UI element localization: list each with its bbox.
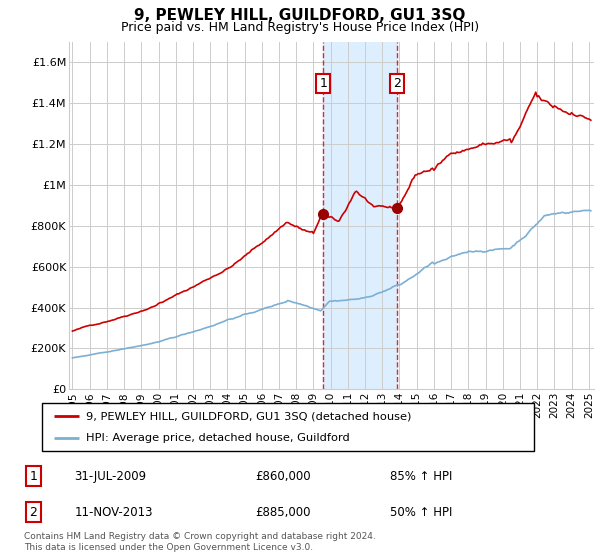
Text: HPI: Average price, detached house, Guildford: HPI: Average price, detached house, Guil… bbox=[86, 433, 350, 443]
Text: 2: 2 bbox=[394, 77, 401, 90]
Text: 31-JUL-2009: 31-JUL-2009 bbox=[74, 470, 146, 483]
Text: 1: 1 bbox=[29, 470, 37, 483]
Text: 9, PEWLEY HILL, GUILDFORD, GU1 3SQ: 9, PEWLEY HILL, GUILDFORD, GU1 3SQ bbox=[134, 8, 466, 24]
Text: 11-NOV-2013: 11-NOV-2013 bbox=[74, 506, 153, 519]
Text: Contains HM Land Registry data © Crown copyright and database right 2024.
This d: Contains HM Land Registry data © Crown c… bbox=[24, 532, 376, 552]
Text: 9, PEWLEY HILL, GUILDFORD, GU1 3SQ (detached house): 9, PEWLEY HILL, GUILDFORD, GU1 3SQ (deta… bbox=[86, 411, 412, 421]
Text: 50% ↑ HPI: 50% ↑ HPI bbox=[390, 506, 452, 519]
Bar bbox=[323, 42, 397, 389]
Text: 2: 2 bbox=[29, 506, 37, 519]
Text: £885,000: £885,000 bbox=[255, 506, 310, 519]
Text: Price paid vs. HM Land Registry's House Price Index (HPI): Price paid vs. HM Land Registry's House … bbox=[121, 21, 479, 34]
Text: 1: 1 bbox=[319, 77, 328, 90]
Text: 85% ↑ HPI: 85% ↑ HPI bbox=[390, 470, 452, 483]
Text: £860,000: £860,000 bbox=[255, 470, 311, 483]
FancyBboxPatch shape bbox=[42, 403, 534, 451]
